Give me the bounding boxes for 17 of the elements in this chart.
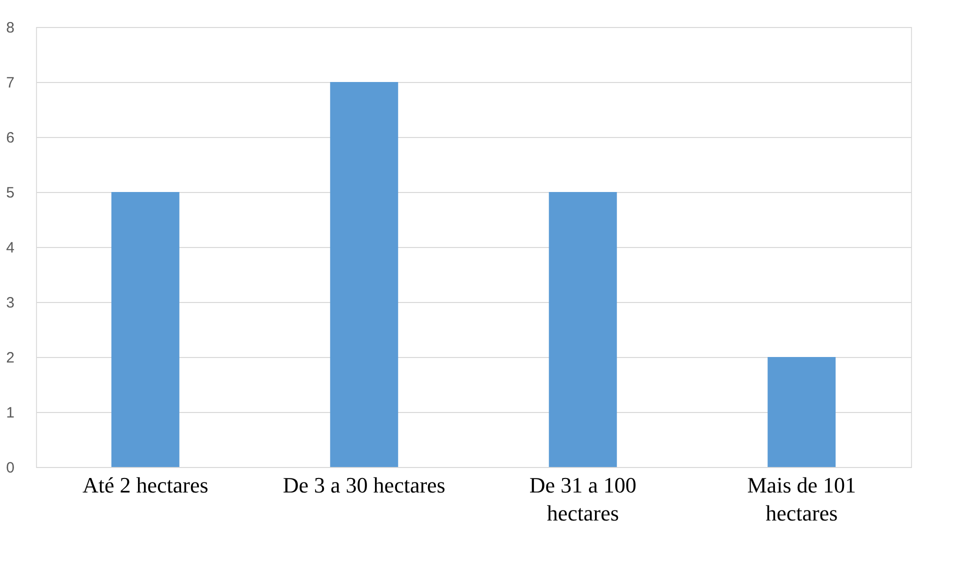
- y-tick-label: 0: [6, 460, 14, 476]
- y-tick-label: 8: [6, 20, 14, 36]
- x-tick-label: De 3 a 30 hectares: [282, 472, 446, 498]
- x-tick-label: Até 2 hectares: [82, 472, 208, 498]
- y-tick-label: 5: [6, 184, 14, 202]
- y-tick-label: 7: [6, 74, 14, 92]
- bar: [111, 192, 180, 467]
- y-tick-label: 1: [6, 404, 14, 422]
- y-tick-label: 2: [6, 350, 14, 366]
- y-tick-label: 6: [6, 130, 14, 146]
- bar: [548, 192, 617, 467]
- y-tick-label: 3: [6, 294, 14, 312]
- x-tick-label: De 31 a 100 hectares: [529, 472, 636, 526]
- bar: [330, 82, 398, 467]
- bar: [768, 357, 836, 467]
- y-tick-label: 4: [6, 240, 14, 256]
- x-tick-label: Mais de 101 hectares: [747, 472, 856, 526]
